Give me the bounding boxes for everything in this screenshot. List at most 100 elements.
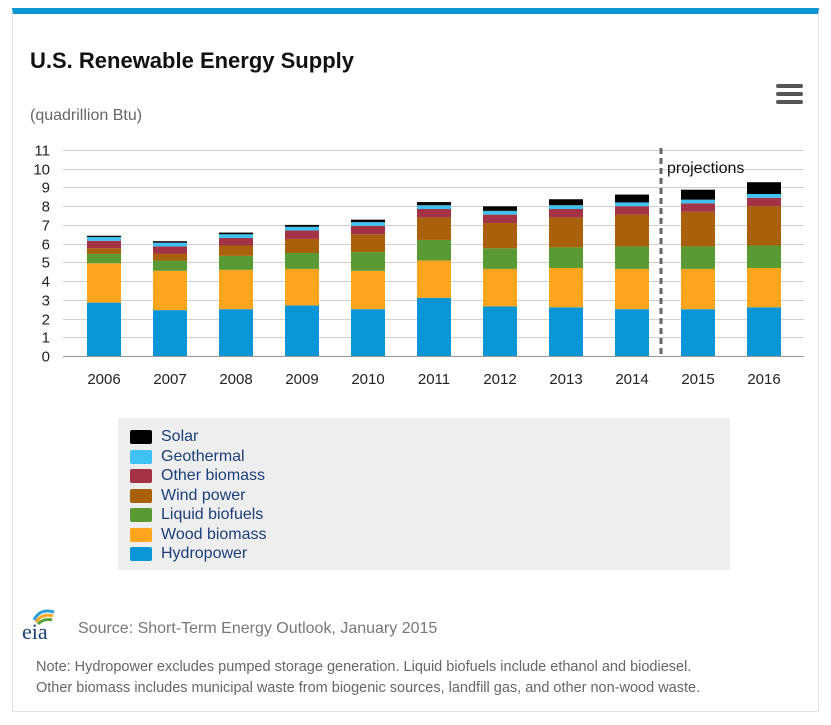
bar-segment-wood-biomass — [747, 267, 781, 308]
bar-segment-hydropower — [153, 310, 187, 356]
bar-segment-wood-biomass — [549, 267, 583, 308]
legend-label: Geothermal — [161, 447, 245, 465]
y-tick-label: 9 — [42, 180, 50, 197]
bar-segment-other-biomass — [153, 246, 187, 254]
bar-segment-other-biomass — [351, 225, 385, 235]
x-tick-label: 2014 — [615, 371, 648, 388]
legend-swatch — [130, 430, 152, 444]
bar-segment-solar — [483, 206, 517, 211]
bar-segment-geothermal — [285, 226, 319, 231]
bar-segment-wood-biomass — [615, 268, 649, 310]
chart-title: U.S. Renewable Energy Supply — [30, 48, 354, 73]
x-tick-label: 2011 — [418, 371, 450, 388]
bar-segment-other-biomass — [747, 197, 781, 207]
x-tick-label: 2015 — [681, 371, 714, 388]
x-tick-label: 2006 — [87, 371, 120, 388]
bar-segment-wind-power — [483, 223, 517, 249]
y-tick-label: 10 — [33, 162, 50, 179]
bar-segment-other-biomass — [417, 208, 451, 218]
bar-segment-geothermal — [219, 234, 253, 239]
legend-swatch — [130, 488, 152, 503]
bar-segment-solar — [549, 199, 583, 206]
footnote: Note: Hydropower excludes pumped storage… — [36, 657, 806, 699]
x-tick-label: 2016 — [747, 371, 780, 388]
bar-segment-geothermal — [615, 202, 649, 207]
bar-segment-wood-biomass — [153, 270, 187, 311]
svg-text:eia: eia — [22, 619, 48, 642]
y-tick-label: 2 — [42, 312, 50, 329]
x-tick-label: 2012 — [483, 371, 516, 388]
bar-segment-other-biomass — [87, 240, 121, 249]
bar-segment-wood-biomass — [285, 268, 319, 306]
bar-segment-other-biomass — [615, 206, 649, 215]
bar-segment-wind-power — [549, 217, 583, 248]
bar-segment-hydropower — [219, 309, 253, 356]
legend-swatch — [130, 508, 152, 522]
bar-segment-hydropower — [615, 309, 649, 356]
bar-segment-geothermal — [351, 222, 385, 226]
bar-segment-solar — [747, 182, 781, 195]
bar-segment-wood-biomass — [417, 260, 451, 298]
bar-segment-other-biomass — [483, 214, 517, 224]
bar-segment-liquid-biofuels — [87, 253, 121, 264]
bar-segment-liquid-biofuels — [483, 248, 517, 269]
chart-card — [12, 8, 819, 712]
bar-segment-wood-biomass — [219, 269, 253, 310]
bar-segment-wind-power — [747, 206, 781, 246]
bar-segment-liquid-biofuels — [681, 246, 715, 269]
bar-segment-liquid-biofuels — [285, 253, 319, 269]
x-tick-label: 2008 — [219, 371, 252, 388]
bar-segment-hydropower — [417, 297, 451, 356]
bar-segment-other-biomass — [681, 203, 715, 212]
bar-segment-other-biomass — [285, 230, 319, 239]
source-text: Source: Short-Term Energy Outlook, Janua… — [78, 620, 438, 637]
bar-segment-hydropower — [285, 305, 319, 356]
bar-segment-solar — [351, 219, 385, 223]
bar-segment-liquid-biofuels — [549, 247, 583, 268]
bar-segment-hydropower — [87, 302, 121, 356]
bar-segment-liquid-biofuels — [351, 252, 385, 271]
bar-segment-geothermal — [747, 194, 781, 198]
y-tick-label: 11 — [34, 143, 50, 160]
bar-segment-liquid-biofuels — [219, 255, 253, 270]
bar-segment-geothermal — [153, 242, 187, 247]
bar-segment-other-biomass — [219, 238, 253, 246]
y-tick-label: 5 — [42, 255, 50, 272]
bar-segment-hydropower — [747, 307, 781, 356]
bar-segment-geothermal — [483, 210, 517, 215]
hamburger-menu-icon[interactable] — [776, 84, 803, 104]
bar-segment-solar — [417, 202, 451, 206]
legend-swatch — [130, 547, 152, 561]
bar-segment-geothermal — [681, 199, 715, 204]
y-tick-label: 0 — [42, 349, 50, 366]
y-tick-label: 6 — [42, 237, 50, 254]
legend-label: Other biomass — [161, 467, 266, 484]
bar-segment-geothermal — [417, 205, 451, 209]
bar-segment-hydropower — [549, 307, 583, 356]
legend-label: Hydropower — [161, 545, 248, 562]
footnote-line-1: Note: Hydropower excludes pumped storage… — [36, 659, 692, 675]
y-tick-label: 7 — [42, 218, 50, 235]
bar-segment-liquid-biofuels — [153, 260, 187, 271]
bar-segment-other-biomass — [549, 208, 583, 218]
bar-segment-wood-biomass — [87, 263, 121, 303]
bar-segment-liquid-biofuels — [417, 239, 451, 261]
bar-segment-hydropower — [351, 309, 385, 356]
bar-segment-liquid-biofuels — [747, 245, 781, 268]
legend-label: Wood biomass — [161, 525, 267, 543]
bar-segment-wind-power — [681, 211, 715, 247]
bar-segment-wind-power — [285, 238, 319, 253]
bar-segment-wood-biomass — [483, 268, 517, 307]
bar-segment-solar — [285, 224, 319, 227]
legend-swatch — [130, 527, 152, 542]
bar-segment-wind-power — [351, 234, 385, 253]
bar-segment-wind-power — [219, 245, 253, 256]
bar-segment-solar — [615, 194, 649, 203]
x-tick-label: 2009 — [285, 371, 318, 388]
legend-label: Wind power — [161, 486, 246, 504]
projections-label: projections — [667, 160, 744, 177]
bar-segment-hydropower — [483, 306, 517, 356]
legend-label: Liquid biofuels — [161, 506, 264, 523]
y-tick-label: 3 — [42, 293, 50, 310]
